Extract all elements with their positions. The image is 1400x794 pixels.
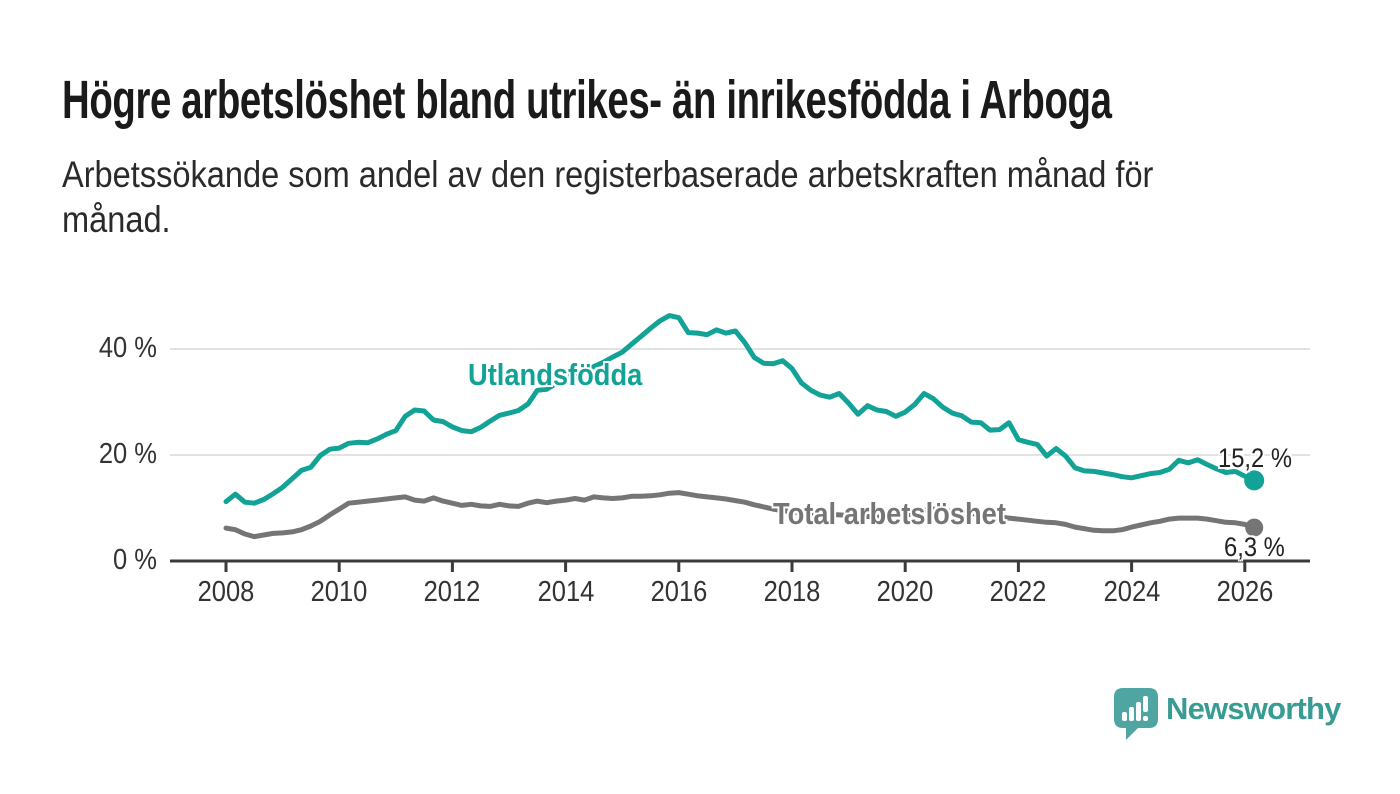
series-endpoint-dot-0 xyxy=(1244,470,1265,491)
x-axis-label-2024: 2024 xyxy=(1103,576,1160,608)
x-axis-label-2026: 2026 xyxy=(1216,576,1274,608)
series-label-0: Utlandsfödda xyxy=(468,357,643,392)
logo-bar-chart-glyph xyxy=(1122,696,1148,721)
x-axis-label-2012: 2012 xyxy=(423,576,481,608)
y-axis-label-20: 20 % xyxy=(98,438,157,470)
x-axis-label-2008: 2008 xyxy=(197,576,255,608)
y-axis-label-0: 0 % xyxy=(113,544,157,576)
x-axis-label-2022: 2022 xyxy=(989,576,1047,608)
newsworthy-logo-text: Newsworthy xyxy=(1166,691,1341,726)
series-line-Utlandsfödda xyxy=(223,313,1257,506)
x-axis-label-2014: 2014 xyxy=(537,576,594,608)
subtitle-line-2: månad. xyxy=(62,199,171,240)
x-axis-label-2018: 2018 xyxy=(763,576,821,608)
series-label-1: Total arbetslöshet xyxy=(773,496,1006,531)
series-end-value-label-0: 15,2 % xyxy=(1218,443,1292,473)
series-line-Total arbetslöshet xyxy=(223,490,1257,540)
subtitle-line-1: Arbetssökande som andel av den registerb… xyxy=(62,154,1154,195)
y-axis-label-40: 40 % xyxy=(98,332,157,364)
x-axis-label-2010: 2010 xyxy=(310,576,368,608)
x-axis-label-2016: 2016 xyxy=(650,576,708,608)
x-axis-label-2020: 2020 xyxy=(876,576,934,608)
series-endpoint-dot-1 xyxy=(1245,518,1264,537)
page-subtitle: Arbetssökande som andel av den registerb… xyxy=(62,152,1153,242)
page-title: Högre arbetslöshet bland utrikes- än inr… xyxy=(62,70,1112,130)
newsworthy-logo: Newsworthy xyxy=(1113,687,1341,741)
newsworthy-speech-bubble-icon xyxy=(1114,688,1158,740)
series-end-value-label-1: 6,3 % xyxy=(1224,532,1285,562)
